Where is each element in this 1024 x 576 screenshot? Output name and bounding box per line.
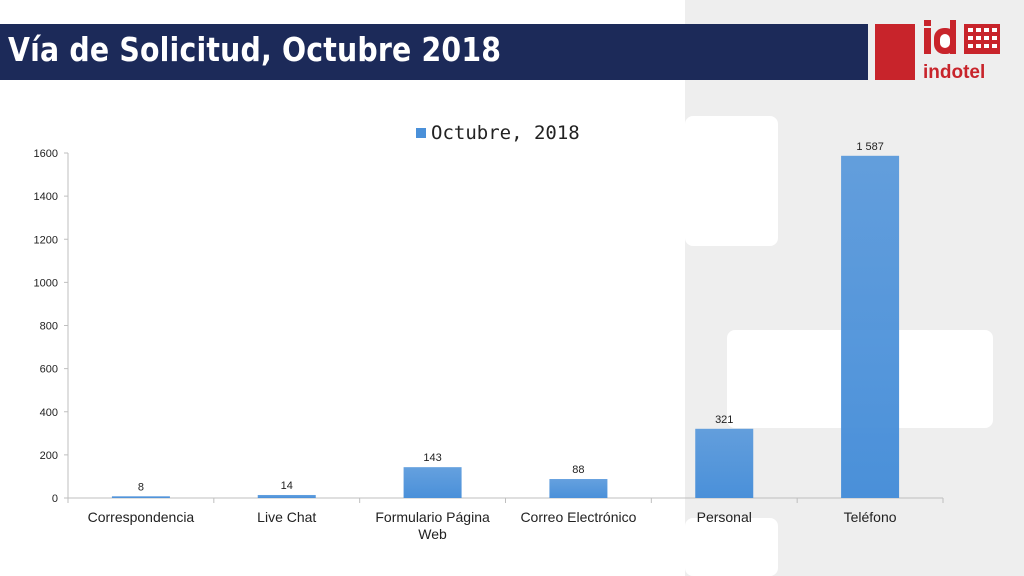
y-tick-label: 0 [52, 493, 58, 505]
bar-5 [695, 428, 754, 498]
logo-text: indotel [923, 62, 986, 83]
background-card-upper [685, 116, 778, 246]
x-category-label: Teléfono [844, 509, 897, 525]
y-tick-label: 400 [40, 407, 58, 419]
legend-label: Octubre, 2018 [431, 122, 580, 144]
chart-legend: Octubre, 2018 [416, 122, 580, 144]
y-tick-label: 600 [40, 364, 58, 376]
x-category-label: Correo Electrónico [520, 509, 636, 525]
y-tick-label: 1600 [34, 148, 58, 160]
bar-6 [841, 155, 900, 498]
indotel-logo [920, 18, 1010, 88]
bar-4 [549, 479, 608, 498]
data-label: 143 [423, 452, 441, 464]
data-label: 14 [281, 480, 293, 492]
bar-1 [111, 496, 170, 498]
slide-title: Vía de Solicitud, Octubre 2018 [8, 30, 502, 69]
data-label: 8 [138, 481, 144, 493]
data-label: 1 587 [856, 141, 884, 153]
background-card-bottom [685, 518, 778, 576]
y-tick-label: 800 [40, 321, 58, 333]
x-category-label: Live Chat [257, 509, 316, 525]
bar-2 [257, 494, 316, 498]
x-category-label: Correspondencia [88, 509, 195, 525]
x-category-label: Formulario Página [375, 509, 490, 525]
bar-3 [403, 467, 462, 498]
y-tick-label: 1400 [34, 191, 58, 203]
legend-swatch [416, 128, 426, 138]
data-label: 88 [572, 464, 584, 476]
y-tick-label: 200 [40, 450, 58, 462]
x-category-label: Web [418, 526, 447, 542]
y-tick-label: 1200 [34, 234, 58, 246]
logo-red-block [875, 24, 915, 80]
y-tick-label: 1000 [34, 277, 58, 289]
title-bar [0, 24, 868, 80]
logo-mark-icon [924, 20, 1000, 54]
x-category-label: Personal [697, 509, 752, 525]
data-label: 321 [715, 414, 733, 426]
